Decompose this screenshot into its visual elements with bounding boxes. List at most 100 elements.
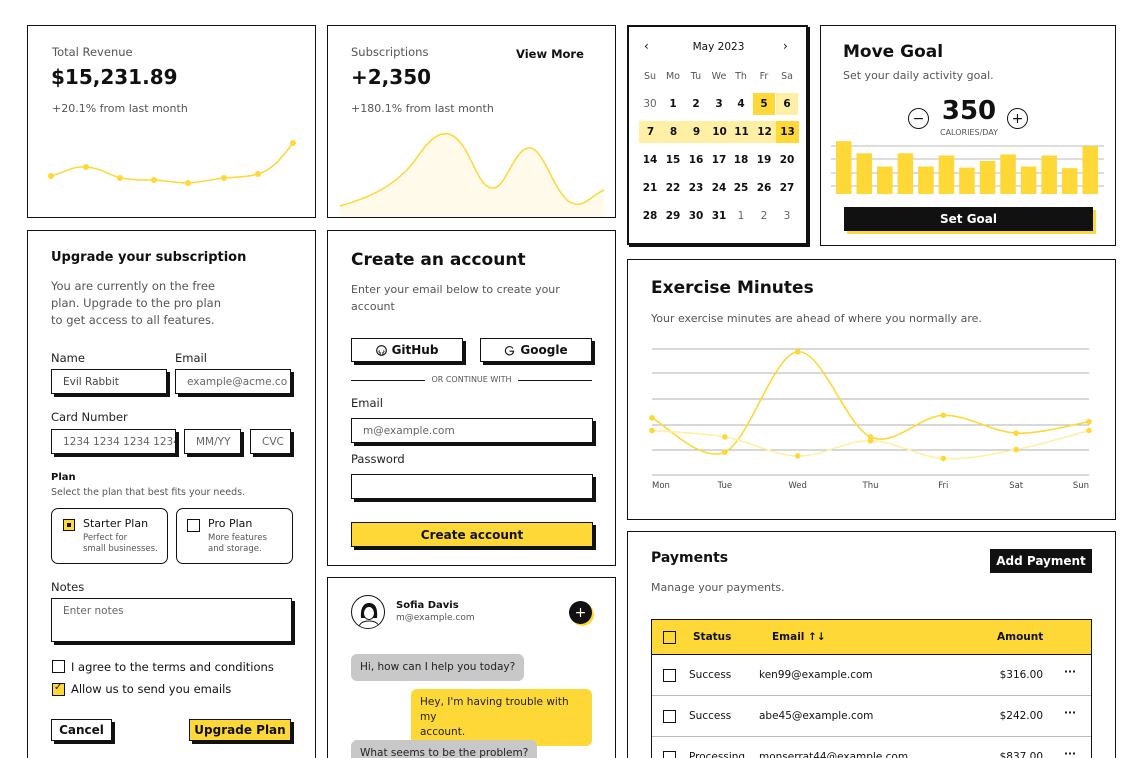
- table-row[interactable]: Success abe45@example.com $242.00 ···: [652, 697, 1091, 737]
- calendar-day[interactable]: 11: [730, 121, 753, 143]
- contact-email: m@example.com: [396, 613, 475, 623]
- calendar-day[interactable]: 14: [642, 154, 658, 166]
- calendar-day[interactable]: 20: [779, 154, 795, 166]
- plan-option-pro[interactable]: Pro Plan More features and storage.: [176, 508, 293, 564]
- status-header: Status: [693, 631, 732, 643]
- calendar-day[interactable]: 31: [711, 210, 727, 222]
- calendar-day[interactable]: 17: [711, 154, 727, 166]
- emails-checkbox[interactable]: ✓: [52, 682, 65, 696]
- revenue-point: [221, 175, 227, 181]
- decrease-goal-button[interactable]: −: [908, 108, 929, 129]
- payments-title: Payments: [651, 550, 729, 566]
- calendar-day[interactable]: 7: [639, 121, 662, 143]
- account-email-input[interactable]: m@example.com: [351, 418, 593, 443]
- calendar-day[interactable]: 8: [662, 121, 685, 143]
- set-goal-button[interactable]: Set Goal: [844, 207, 1093, 231]
- increase-goal-button[interactable]: +: [1007, 108, 1028, 129]
- goal-bar: [1020, 166, 1037, 194]
- calendar-day[interactable]: 10: [708, 121, 731, 143]
- calendar-day[interactable]: 18: [733, 154, 749, 166]
- row-menu-icon[interactable]: ···: [1064, 666, 1076, 678]
- plan-option-starter[interactable]: Starter Plan Perfect for small businesse…: [51, 508, 168, 564]
- calendar-day[interactable]: 28: [642, 210, 658, 222]
- plan-desc: More features and storage.: [208, 533, 267, 554]
- emails-label: Allow us to send you emails: [71, 682, 232, 696]
- calendar-day[interactable]: 4: [737, 98, 745, 110]
- password-input[interactable]: [351, 474, 593, 499]
- google-button[interactable]: Google: [480, 338, 592, 362]
- calendar-day[interactable]: 24: [711, 182, 727, 194]
- name-input[interactable]: Evil Rabbit: [51, 369, 167, 394]
- subscriptions-area-chart: [339, 133, 605, 217]
- row-amount: $316.00: [999, 669, 1043, 681]
- add-payment-button[interactable]: Add Payment: [990, 549, 1092, 573]
- person-icon: [357, 603, 381, 628]
- calendar-day[interactable]: 29: [665, 210, 681, 222]
- x-tick-label: Mon: [652, 481, 670, 490]
- row-amount: $242.00: [999, 710, 1043, 722]
- plan-desc: Perfect for small businesses.: [83, 533, 158, 554]
- row-email: ken99@example.com: [759, 669, 873, 681]
- chevron-right-icon[interactable]: ›: [783, 39, 788, 53]
- calendar-day[interactable]: 3: [715, 98, 723, 110]
- table-row[interactable]: Processing monserrat44@example.com $837.00…: [652, 738, 1091, 758]
- upgrade-plan-button[interactable]: Upgrade Plan: [189, 719, 291, 741]
- new-message-button[interactable]: +: [569, 601, 592, 624]
- create-account-description: Enter your email below to create your ac…: [351, 283, 560, 313]
- calendar-day[interactable]: 30: [688, 210, 704, 222]
- row-menu-icon[interactable]: ···: [1064, 748, 1076, 758]
- row-checkbox[interactable]: [663, 710, 676, 723]
- terms-checkbox[interactable]: [52, 660, 65, 673]
- amount-header: Amount: [997, 631, 1044, 643]
- table-row[interactable]: Success ken99@example.com $316.00 ···: [652, 656, 1091, 696]
- chat-card: Sofia Davis m@example.com + Hi, how can …: [327, 577, 616, 758]
- calendar-day[interactable]: 25: [733, 182, 749, 194]
- github-button[interactable]: GitHub: [351, 338, 463, 362]
- revenue-point: [151, 177, 157, 183]
- calendar-day[interactable]: 6: [776, 93, 798, 115]
- chevron-left-icon[interactable]: ‹: [644, 39, 649, 53]
- calendar-day[interactable]: 12: [753, 121, 776, 143]
- weekday-label: Fr: [759, 71, 769, 82]
- calendar-day[interactable]: 16: [688, 154, 704, 166]
- calendar-day[interactable]: 23: [688, 182, 704, 194]
- email-input[interactable]: example@acme.co: [175, 369, 291, 394]
- move-goal-subtitle: Set your daily activity goal.: [843, 69, 994, 82]
- select-all-checkbox[interactable]: [663, 631, 676, 644]
- view-more-link[interactable]: View More: [516, 47, 584, 61]
- calendar-day[interactable]: 2: [760, 210, 768, 222]
- calendar-day[interactable]: 9: [685, 121, 708, 143]
- calendar-day[interactable]: 5: [753, 93, 775, 115]
- calendar-day[interactable]: 1: [669, 98, 677, 110]
- calendar-day[interactable]: 19: [756, 154, 772, 166]
- cancel-button[interactable]: Cancel: [51, 719, 112, 741]
- notes-textarea[interactable]: Enter notes: [51, 598, 292, 642]
- calendar-day[interactable]: 30: [643, 98, 657, 110]
- calendar-day[interactable]: 3: [783, 210, 791, 222]
- x-tick-label: Sun: [1073, 481, 1089, 490]
- series-point: [1013, 446, 1019, 453]
- exercise-subtitle: Your exercise minutes are ahead of where…: [651, 312, 982, 325]
- calendar-day[interactable]: 21: [642, 182, 658, 194]
- calendar-day[interactable]: 15: [665, 154, 681, 166]
- calendar-day[interactable]: 26: [756, 182, 772, 194]
- divider-line: [351, 380, 425, 381]
- calendar-day[interactable]: 1: [737, 210, 745, 222]
- calendar-day[interactable]: 27: [779, 182, 795, 194]
- goal-bar-chart: [831, 141, 1104, 194]
- create-account-button[interactable]: Create account: [351, 522, 593, 547]
- revenue-sparkline: [48, 140, 296, 186]
- series-point: [649, 427, 655, 434]
- calendar-day[interactable]: 13: [776, 121, 799, 143]
- row-email: monserrat44@example.com: [759, 751, 909, 758]
- row-checkbox[interactable]: [663, 751, 676, 758]
- expiry-input[interactable]: MM/YY: [184, 429, 241, 454]
- cvc-input[interactable]: CVC: [250, 429, 291, 454]
- row-menu-icon[interactable]: ···: [1064, 707, 1076, 719]
- calendar-day[interactable]: 22: [665, 182, 681, 194]
- calendar-day[interactable]: 2: [692, 98, 700, 110]
- goal-bar: [938, 155, 955, 194]
- email-header[interactable]: Email ↑↓: [772, 631, 826, 643]
- row-checkbox[interactable]: [663, 669, 676, 682]
- card-number-input[interactable]: 1234 1234 1234 1234: [51, 429, 176, 454]
